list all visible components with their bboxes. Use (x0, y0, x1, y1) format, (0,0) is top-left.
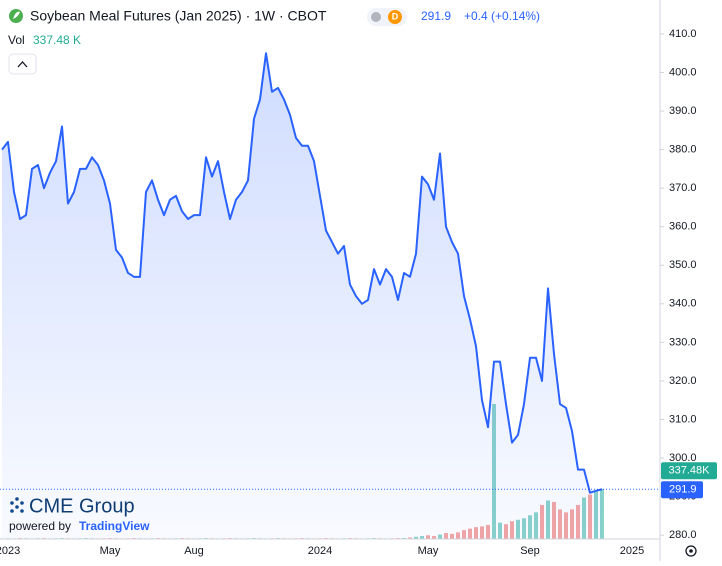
y-tick-label: 370.0 (669, 182, 697, 194)
y-tick-label: 340.0 (669, 298, 697, 310)
y-tick-label: 410.0 (669, 28, 697, 40)
x-tick-label: 2023 (0, 545, 20, 557)
y-tick-label: 380.0 (669, 143, 697, 155)
volume-tag: 337.48K (669, 465, 711, 477)
volume-title: Vol (8, 33, 25, 47)
y-tick-label: 360.0 (669, 221, 697, 233)
collapse-button[interactable] (8, 53, 37, 75)
x-tick-label: 2025 (620, 545, 644, 557)
brand-name: CME Group (29, 495, 135, 517)
x-tick-label: 2024 (308, 545, 332, 557)
volume-tag-box (661, 462, 717, 480)
interval-badge: D (392, 11, 399, 21)
y-tick-label: 390.0 (669, 105, 697, 117)
y-tick-label: 350.0 (669, 259, 697, 271)
powered-brand: TradingView (79, 519, 150, 533)
area (2, 53, 602, 540)
y-tick-label: 330.0 (669, 336, 697, 348)
price-line (1, 52, 603, 494)
settings-dot (689, 549, 693, 553)
x-tick-label: Aug (184, 545, 204, 557)
badge (388, 10, 402, 24)
price-tag: 291.9 (669, 484, 697, 496)
y-tick-label: 300.0 (669, 452, 697, 464)
status-dot (371, 12, 381, 22)
collapse-icon (17, 61, 28, 68)
chart-title: Soybean Meal Futures (Jan 2025) · 1W · C… (30, 8, 327, 24)
last-price: 291.9 (421, 9, 451, 23)
powered-by: powered by (9, 519, 71, 533)
x-tick-label: May (418, 545, 439, 557)
y-tick-label: 320.0 (669, 375, 697, 387)
plot-area (0, 52, 660, 540)
x-tick-label: May (100, 545, 121, 557)
y-tick-label: 310.0 (669, 413, 697, 425)
price-tag-box (661, 481, 703, 499)
symbol-logo-leaf (13, 11, 20, 19)
settings-button[interactable] (685, 545, 697, 557)
y-tick-label: 400.0 (669, 66, 697, 78)
x-tick-label: Sep (520, 545, 540, 557)
volume-value: 337.48 K (33, 33, 81, 47)
y-tick-label: 280.0 (669, 529, 697, 541)
brand-mark (10, 497, 24, 513)
price-change: +0.4 (+0.14%) (464, 9, 540, 23)
